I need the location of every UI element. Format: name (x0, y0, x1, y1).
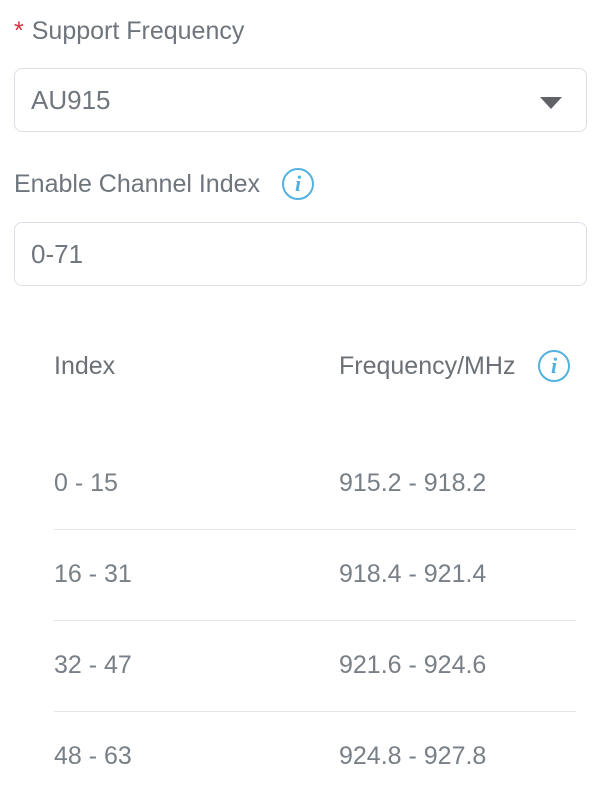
index-column-header: Index (54, 352, 116, 380)
support-frequency-label: Support Frequency (31, 17, 245, 45)
index-range-cell: 32 - 47 (54, 651, 132, 679)
frequency-range-cell: 921.6 - 924.6 (339, 651, 487, 679)
row-divider (54, 529, 576, 530)
support-frequency-selected-value: AU915 (31, 84, 111, 115)
support-frequency-select[interactable]: AU915 (14, 68, 587, 132)
frequency-info-icon[interactable]: i (538, 350, 570, 382)
table-row: 0 - 15 915.2 - 918.2 (54, 439, 576, 529)
index-range-cell: 16 - 31 (54, 560, 132, 588)
index-range-cell: 48 - 63 (54, 742, 132, 770)
table-row: 16 - 31 918.4 - 921.4 (54, 530, 576, 620)
frequency-column-header: Frequency/MHz (339, 352, 516, 380)
frequency-range-cell: 924.8 - 927.8 (339, 742, 487, 770)
chevron-down-icon (540, 97, 562, 109)
support-frequency-label-row: * Support Frequency (14, 16, 592, 46)
enable-channel-index-label: Enable Channel Index (14, 170, 261, 198)
table-header: Index Frequency/MHz i (54, 350, 576, 382)
table-body: 0 - 15 915.2 - 918.2 16 - 31 918.4 - 921… (54, 439, 576, 802)
table-row: 32 - 47 921.6 - 924.6 (54, 621, 576, 711)
row-divider (54, 711, 576, 712)
row-divider (54, 620, 576, 621)
enable-channel-index-input[interactable] (15, 238, 495, 270)
channel-frequency-table: Index Frequency/MHz i 0 - 15 915.2 - 918… (54, 350, 576, 802)
enable-channel-index-label-row: Enable Channel Index i (14, 168, 592, 200)
channel-index-info-icon[interactable]: i (282, 168, 315, 200)
index-range-cell: 0 - 15 (54, 469, 118, 497)
required-asterisk: * (14, 17, 24, 45)
enable-channel-index-field (14, 222, 587, 286)
frequency-range-cell: 915.2 - 918.2 (339, 469, 487, 497)
table-row: 48 - 63 924.8 - 927.8 (54, 712, 576, 802)
frequency-range-cell: 918.4 - 921.4 (339, 560, 487, 588)
